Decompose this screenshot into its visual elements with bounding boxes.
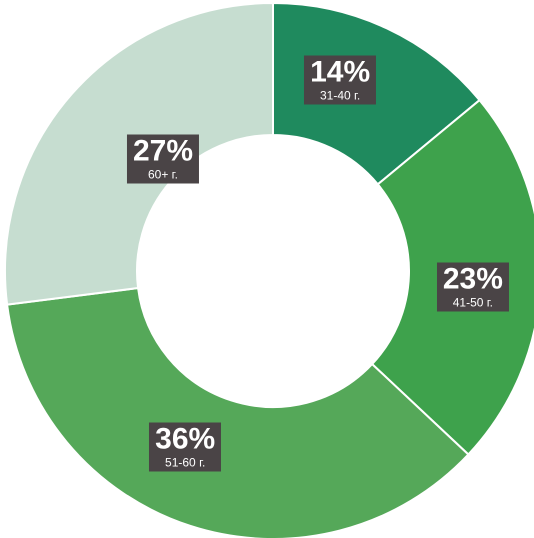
donut-hole xyxy=(137,135,409,407)
slice-percent-label: 23% xyxy=(442,262,503,296)
slice-category-label: 60+ г. xyxy=(147,167,178,182)
slice-category-label: 31-40 г. xyxy=(319,88,361,103)
slice-percent-label: 27% xyxy=(132,134,193,168)
slice-percent-label: 36% xyxy=(155,422,216,456)
slice-percent-label: 14% xyxy=(310,55,371,89)
slice-category-label: 51-60 г. xyxy=(165,455,206,470)
slice-data-label: 14% 31-40 г. xyxy=(304,55,377,105)
slice-data-label: 23% 41-50 г. xyxy=(436,262,509,312)
slice-data-label: 27% 60+ г. xyxy=(126,134,199,184)
slice-category-label: 41-50 г. xyxy=(452,295,494,310)
slice-data-label: 36% 51-60 г. xyxy=(149,422,222,472)
